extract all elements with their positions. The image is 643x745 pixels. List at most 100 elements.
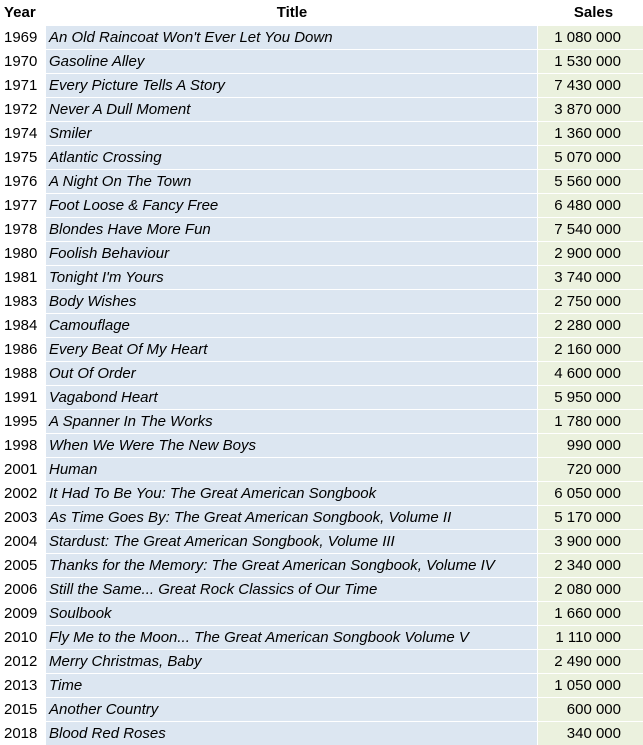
table-row: 1984 Camouflage 2 280 000: [0, 313, 643, 337]
title-cell: An Old Raincoat Won't Ever Let You Down: [46, 25, 538, 49]
sales-cell: 6 480 000: [538, 193, 643, 217]
table-row: 1981 Tonight I'm Yours 3 740 000: [0, 265, 643, 289]
table-row: 1988 Out Of Order 4 600 000: [0, 361, 643, 385]
year-cell: 1969: [0, 25, 46, 49]
sales-cell: 1 080 000: [538, 25, 643, 49]
sales-cell: 1 360 000: [538, 121, 643, 145]
title-cell: When We Were The New Boys: [46, 433, 538, 457]
year-cell: 1975: [0, 145, 46, 169]
table-row: 1986 Every Beat Of My Heart 2 160 000: [0, 337, 643, 361]
title-cell: A Night On The Town: [46, 169, 538, 193]
title-cell: Another Country: [46, 697, 538, 721]
title-cell: Stardust: The Great American Songbook, V…: [46, 529, 538, 553]
title-cell: Smiler: [46, 121, 538, 145]
column-header-year: Year: [0, 0, 46, 25]
year-cell: 1991: [0, 385, 46, 409]
table-row: 2010 Fly Me to the Moon... The Great Amer…: [0, 625, 643, 649]
year-cell: 2013: [0, 673, 46, 697]
title-cell: Out Of Order: [46, 361, 538, 385]
year-cell: 2018: [0, 721, 46, 745]
year-cell: 1977: [0, 193, 46, 217]
year-cell: 2012: [0, 649, 46, 673]
title-cell: Fly Me to the Moon... The Great American…: [46, 625, 538, 649]
year-cell: 1998: [0, 433, 46, 457]
year-cell: 1978: [0, 217, 46, 241]
title-cell: Soulbook: [46, 601, 538, 625]
title-cell: It Had To Be You: The Great American Son…: [46, 481, 538, 505]
sales-cell: 3 740 000: [538, 265, 643, 289]
year-cell: 2010: [0, 625, 46, 649]
table-row: 2013 Time 1 050 000: [0, 673, 643, 697]
year-cell: 2004: [0, 529, 46, 553]
table-row: 1969 An Old Raincoat Won't Ever Let You D…: [0, 25, 643, 49]
column-header-sales: Sales: [538, 0, 643, 25]
title-cell: A Spanner In The Works: [46, 409, 538, 433]
sales-cell: 5 070 000: [538, 145, 643, 169]
sales-cell: 1 050 000: [538, 673, 643, 697]
year-cell: 2005: [0, 553, 46, 577]
header-row: Year Title Sales: [0, 0, 643, 25]
title-cell: As Time Goes By: The Great American Song…: [46, 505, 538, 529]
table-row: 1991 Vagabond Heart 5 950 000: [0, 385, 643, 409]
year-cell: 2002: [0, 481, 46, 505]
table-row: 2006 Still the Same... Great Rock Classic…: [0, 577, 643, 601]
sales-cell: 720 000: [538, 457, 643, 481]
table-row: 1975 Atlantic Crossing 5 070 000: [0, 145, 643, 169]
year-cell: 2006: [0, 577, 46, 601]
sales-cell: 2 160 000: [538, 337, 643, 361]
year-cell: 1972: [0, 97, 46, 121]
table-row: 1978 Blondes Have More Fun 7 540 000: [0, 217, 643, 241]
table-row: 2004 Stardust: The Great American Songboo…: [0, 529, 643, 553]
table-row: 1983 Body Wishes 2 750 000: [0, 289, 643, 313]
year-cell: 2001: [0, 457, 46, 481]
sales-cell: 3 870 000: [538, 97, 643, 121]
year-cell: 1971: [0, 73, 46, 97]
title-cell: Vagabond Heart: [46, 385, 538, 409]
table-row: 1980 Foolish Behaviour 2 900 000: [0, 241, 643, 265]
year-cell: 1995: [0, 409, 46, 433]
sales-cell: 3 900 000: [538, 529, 643, 553]
title-cell: Time: [46, 673, 538, 697]
title-cell: Thanks for the Memory: The Great America…: [46, 553, 538, 577]
sales-cell: 1 660 000: [538, 601, 643, 625]
sales-cell: 2 080 000: [538, 577, 643, 601]
title-cell: Blondes Have More Fun: [46, 217, 538, 241]
table-row: 2003 As Time Goes By: The Great American …: [0, 505, 643, 529]
year-cell: 1974: [0, 121, 46, 145]
title-cell: Foot Loose & Fancy Free: [46, 193, 538, 217]
sales-cell: 2 490 000: [538, 649, 643, 673]
year-cell: 1980: [0, 241, 46, 265]
sales-cell: 2 750 000: [538, 289, 643, 313]
table-row: 1998 When We Were The New Boys 990 000: [0, 433, 643, 457]
column-header-title: Title: [46, 0, 538, 25]
table-row: 1995 A Spanner In The Works 1 780 000: [0, 409, 643, 433]
sales-cell: 1 530 000: [538, 49, 643, 73]
sales-cell: 5 170 000: [538, 505, 643, 529]
table-row: 1974 Smiler 1 360 000: [0, 121, 643, 145]
table-row: 1976 A Night On The Town 5 560 000: [0, 169, 643, 193]
sales-cell: 1 780 000: [538, 409, 643, 433]
title-cell: Every Picture Tells A Story: [46, 73, 538, 97]
title-cell: Foolish Behaviour: [46, 241, 538, 265]
title-cell: Atlantic Crossing: [46, 145, 538, 169]
year-cell: 1983: [0, 289, 46, 313]
sales-cell: 600 000: [538, 697, 643, 721]
title-cell: Still the Same... Great Rock Classics of…: [46, 577, 538, 601]
year-cell: 1970: [0, 49, 46, 73]
sales-cell: 2 280 000: [538, 313, 643, 337]
year-cell: 1988: [0, 361, 46, 385]
table-row: 1977 Foot Loose & Fancy Free 6 480 000: [0, 193, 643, 217]
sales-cell: 7 430 000: [538, 73, 643, 97]
sales-cell: 5 560 000: [538, 169, 643, 193]
table-row: 1972 Never A Dull Moment 3 870 000: [0, 97, 643, 121]
title-cell: Human: [46, 457, 538, 481]
table-row: 2015 Another Country 600 000: [0, 697, 643, 721]
table-row: 1970 Gasoline Alley 1 530 000: [0, 49, 643, 73]
year-cell: 2003: [0, 505, 46, 529]
sales-cell: 7 540 000: [538, 217, 643, 241]
title-cell: Tonight I'm Yours: [46, 265, 538, 289]
title-cell: Body Wishes: [46, 289, 538, 313]
sales-cell: 4 600 000: [538, 361, 643, 385]
sales-cell: 1 110 000: [538, 625, 643, 649]
title-cell: Every Beat Of My Heart: [46, 337, 538, 361]
